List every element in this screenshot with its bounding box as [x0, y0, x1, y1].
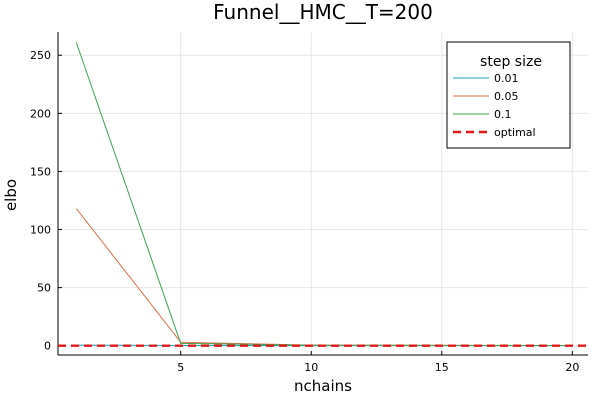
legend-label: 0.01: [494, 72, 519, 85]
chart-title: Funnel__HMC__T=200: [213, 0, 433, 24]
series-lines: [58, 42, 588, 347]
x-tick-label: 15: [435, 361, 449, 374]
axes: [57, 32, 588, 356]
y-tick-label: 150: [30, 165, 51, 178]
y-tick-label: 100: [30, 224, 51, 237]
legend-label: 0.1: [494, 108, 512, 121]
y-tick-label: 200: [30, 107, 51, 120]
legend-items: 0.01 0.05 0.1 optimal: [453, 72, 536, 139]
legend-label: optimal: [494, 126, 536, 139]
x-axis-title: nchains: [294, 377, 352, 395]
y-tick-label: 50: [37, 282, 51, 295]
x-tick-label: 10: [304, 361, 318, 374]
legend-box: [446, 41, 571, 149]
x-tick-label: 5: [177, 361, 184, 374]
legend-title: step size: [480, 54, 542, 70]
y-tick-label: 250: [30, 49, 51, 62]
legend-label: 0.05: [494, 90, 519, 103]
y-tick-label: 0: [44, 340, 51, 353]
x-tick-label: 20: [565, 361, 579, 374]
y-axis-title: elbo: [2, 179, 20, 211]
legend: step size 0.01 0.05 0.1 optimal: [446, 41, 571, 149]
